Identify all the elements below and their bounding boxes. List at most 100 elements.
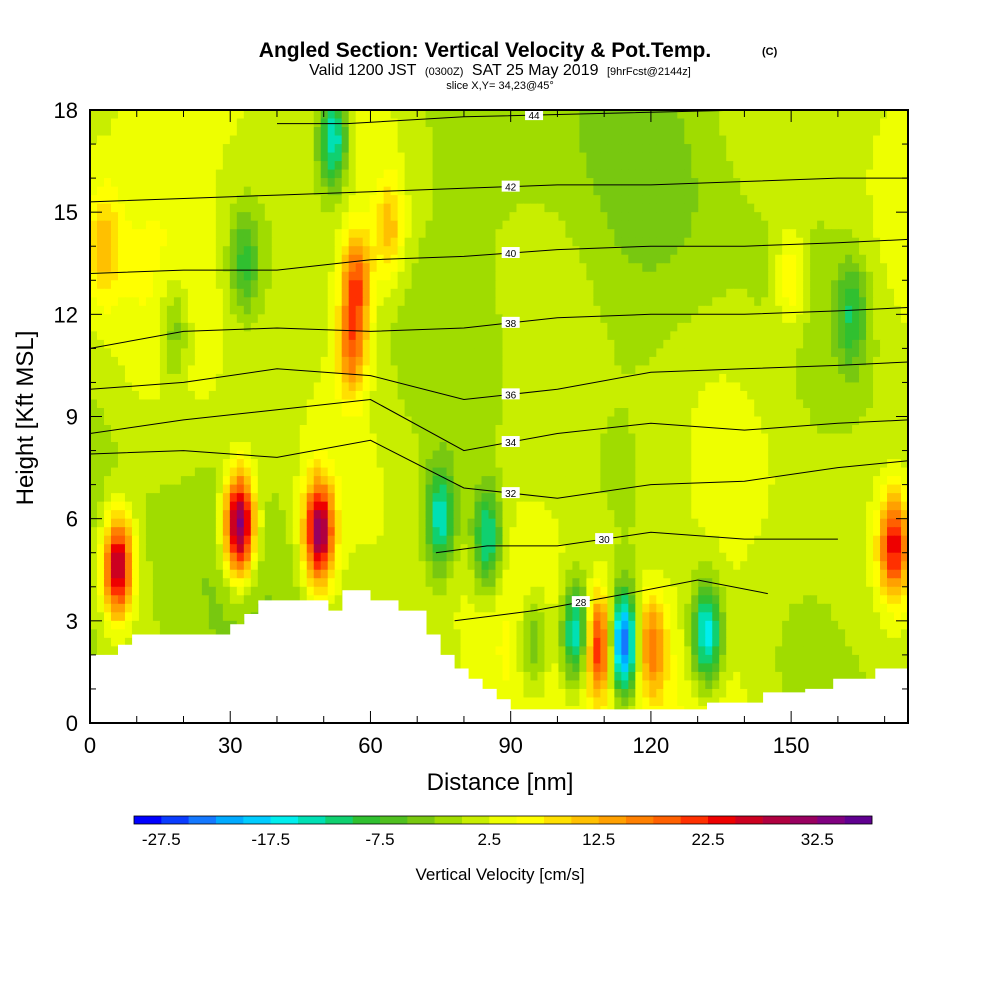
field-cell [747,186,755,196]
field-cell [544,399,553,409]
field-cell [670,212,678,222]
field-cell [831,152,839,162]
field-cell [488,220,497,230]
field-cell [453,450,462,460]
field-cell [194,110,203,120]
field-cell [474,288,483,298]
field-cell [292,348,301,358]
field-cell [558,127,567,137]
field-cell [187,127,196,137]
field-cell [453,407,462,418]
field-cell [481,407,490,418]
field-cell [656,263,664,273]
field-cell [733,237,741,247]
field-cell [292,144,301,154]
field-cell [768,263,776,273]
field-cell [131,407,140,418]
field-cell [733,152,741,162]
field-cell [733,169,741,179]
field-cell [684,365,692,375]
field-cell [425,195,434,205]
field-cell [572,425,580,435]
field-cell [474,450,483,460]
field-cell [838,212,846,222]
field-cell [460,144,469,154]
field-cell [271,229,280,239]
field-cell [789,144,797,154]
field-cell [103,127,112,137]
field-cell [873,178,881,188]
field-cell [166,450,175,460]
field-cell [537,127,546,137]
field-cell [110,229,119,239]
field-cell [138,314,147,324]
field-cell [173,118,182,128]
field-cell [474,348,483,358]
field-cell [824,144,832,154]
field-cell [607,203,615,213]
field-cell [124,203,133,213]
field-cell [229,390,238,401]
field-cell [229,186,238,196]
field-cell [642,229,650,239]
field-cell [117,152,126,162]
field-cell [425,442,434,452]
field-cell [775,348,783,358]
field-cell [796,382,804,392]
field-cell [894,373,902,384]
field-cell [796,186,804,196]
field-cell [761,399,769,409]
field-cell [677,118,685,128]
field-cell [775,144,783,154]
field-cell [425,339,434,349]
field-cell [887,271,895,281]
field-cell [467,195,476,205]
field-cell [320,152,329,162]
field-cell [138,297,147,307]
field-cell [285,425,294,435]
field-cell [222,348,231,358]
field-cell [880,280,888,290]
field-cell [663,152,671,162]
field-cell [516,161,525,171]
field-cell [677,331,685,341]
field-cell [558,297,567,307]
field-cell [544,203,553,213]
field-cell [229,280,238,290]
field-cell [271,348,280,358]
field-cell [635,425,643,435]
field-cell [803,203,811,213]
field-cell [474,254,483,264]
field-cell [621,314,629,324]
field-cell [887,237,895,247]
field-cell [208,416,217,426]
field-cell [201,220,210,230]
field-cell [495,425,504,435]
field-cell [110,161,119,171]
field-cell [544,339,553,349]
field-cell [383,459,392,469]
field-cell [740,195,748,205]
field-cell [159,186,168,196]
field-cell [509,135,518,145]
field-cell [523,365,532,375]
field-cell [495,322,504,332]
field-cell [145,450,154,460]
field-cell [607,425,615,435]
field-cell [733,450,741,460]
field-cell [558,135,567,145]
field-cell [817,280,825,290]
field-cell [194,314,203,324]
field-cell [782,339,790,349]
field-cell [376,118,385,128]
field-cell [418,339,427,349]
field-cell [355,416,364,426]
field-cell [677,390,685,401]
field-cell [215,203,224,213]
field-cell [712,229,720,239]
field-cell [474,305,483,315]
field-cell [376,246,385,256]
field-cell [775,356,783,367]
field-cell [852,356,860,367]
field-cell [530,144,539,154]
